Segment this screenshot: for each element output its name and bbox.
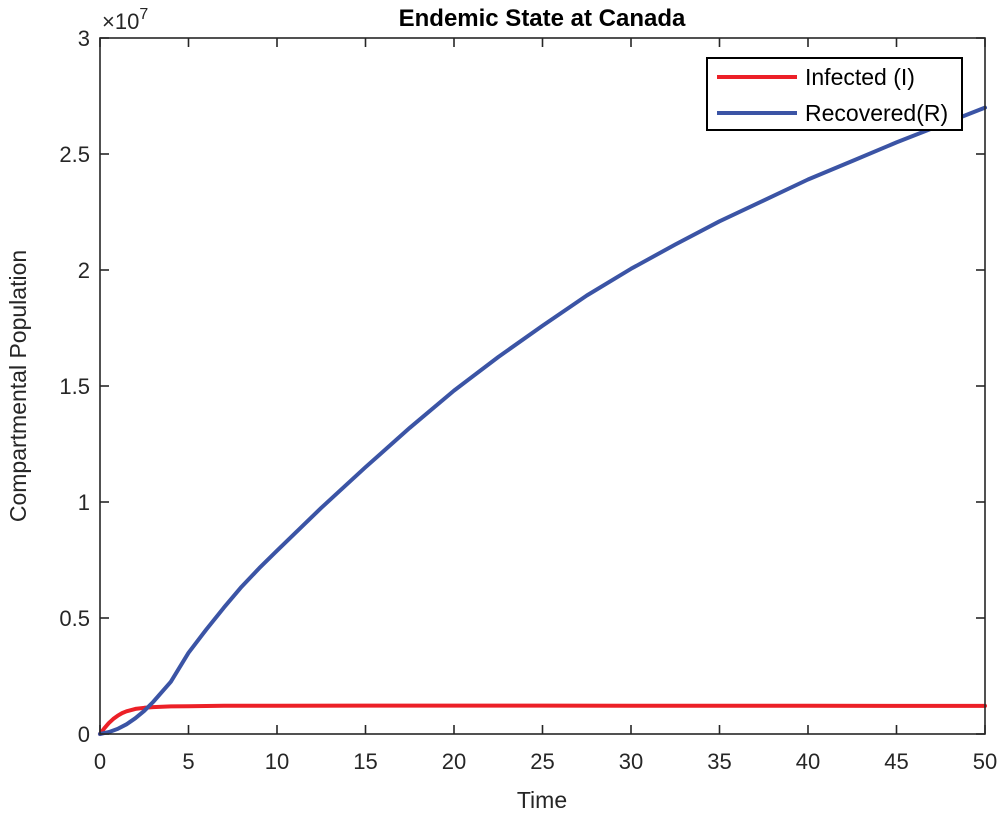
y-tick-label: 1.5	[59, 374, 90, 399]
x-tick-label: 5	[182, 749, 194, 774]
x-tick-label: 20	[442, 749, 466, 774]
legend-label: Recovered(R)	[805, 100, 948, 126]
axis-tick-labels: 0 5 10 15 20 25 30 35 40 45 50 0 0.5 1 1.5 2 2.5 3	[59, 26, 997, 774]
x-tick-label: 35	[707, 749, 731, 774]
y-axis-exponent: ×107	[102, 6, 148, 34]
y-tick-label: 0.5	[59, 606, 90, 631]
x-tick-label: 10	[265, 749, 289, 774]
axis-ticks	[99, 37, 986, 735]
legend-box: Infected (I) Recovered(R)	[706, 57, 963, 131]
x-tick-label: 0	[94, 749, 106, 774]
y-tick-label: 0	[78, 722, 90, 747]
y-tick-label: 3	[78, 26, 90, 51]
x-tick-label: 45	[884, 749, 908, 774]
x-tick-label: 40	[796, 749, 820, 774]
y-axis-exponent-base: ×10	[102, 9, 139, 34]
chart-title: Endemic State at Canada	[399, 5, 686, 32]
legend-border	[706, 57, 963, 131]
plot-border	[99, 37, 986, 735]
x-tick-label: 50	[973, 749, 997, 774]
y-axis-label: Compartmental Population	[5, 250, 31, 522]
x-axis-label: Time	[517, 787, 567, 813]
x-tick-label: 30	[619, 749, 643, 774]
y-tick-label: 2.5	[59, 142, 90, 167]
x-tick-label: 25	[530, 749, 554, 774]
series-line-recovered-r	[98, 105, 987, 736]
legend-entries: Infected (I) Recovered(R)	[717, 64, 948, 126]
legend-label: Infected (I)	[805, 64, 915, 90]
y-axis-exponent-power: 7	[139, 6, 148, 23]
y-tick-label: 2	[78, 258, 90, 283]
series-line-infected-i	[98, 703, 987, 736]
series-lines	[98, 105, 987, 736]
x-tick-label: 15	[353, 749, 377, 774]
y-tick-label: 1	[78, 490, 90, 515]
